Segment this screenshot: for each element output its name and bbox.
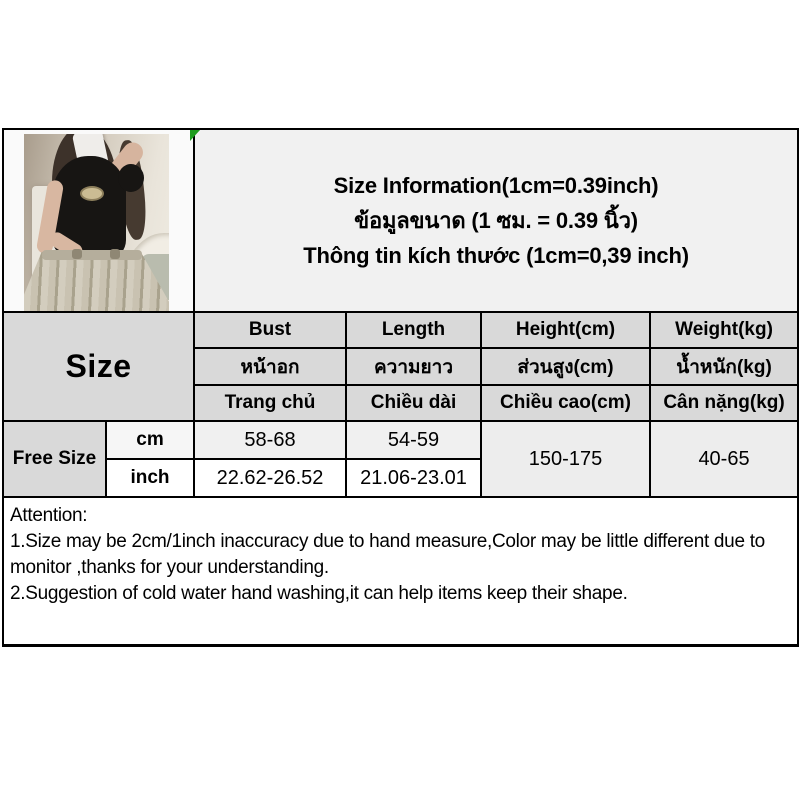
skirt-buckle (110, 249, 120, 259)
col-header-height-vi: Chiều cao(cm) (480, 384, 651, 422)
attention-heading: Attention: (10, 505, 88, 526)
col-header-bust-en: Bust (193, 311, 347, 349)
col-header-bust-vi: Trang chủ (193, 384, 347, 422)
length-cm-value: 54-59 (345, 420, 482, 460)
col-header-height-en: Height(cm) (480, 311, 651, 349)
size-table: Size Information(1cm=0.39inch) ข้อมูลขนา… (1, 128, 800, 647)
top-logo-badge (80, 186, 104, 201)
height-range-value: 150-175 (480, 420, 651, 498)
col-header-weight-vi: Cân nặng(kg) (648, 384, 800, 422)
unit-label-inch: inch (105, 458, 195, 498)
size-info-sheet: Size Information(1cm=0.39inch) ข้อมูลขนา… (1, 128, 800, 647)
col-header-height-th: ส่วนสูง(cm) (480, 347, 651, 386)
attention-note-1: 1.Size may be 2cm/1inch inaccuracy due t… (10, 531, 765, 578)
size-corner-label: Size (2, 311, 195, 422)
row-label-free-size: Free Size (2, 420, 107, 498)
model-pleated-skirt (24, 252, 169, 310)
title-cell: Size Information(1cm=0.39inch) ข้อมูลขนา… (192, 128, 800, 313)
title-vietnamese: Thông tin kích thước (1cm=0,39 inch) (303, 243, 689, 268)
bust-cm-value: 58-68 (193, 420, 347, 460)
product-photo (24, 134, 169, 310)
attention-cell: Attention: 1.Size may be 2cm/1inch inacc… (1, 496, 800, 646)
title-english: Size Information(1cm=0.39inch) (333, 173, 659, 198)
product-photo-cell (2, 128, 195, 313)
green-corner-marker (190, 130, 200, 141)
bust-inch-value: 22.62-26.52 (193, 458, 347, 498)
col-header-length-en: Length (345, 311, 482, 349)
col-header-length-vi: Chiều dài (345, 384, 482, 422)
col-header-weight-th: น้ำหนัก(kg) (648, 347, 800, 386)
attention-note-2: 2.Suggestion of cold water hand washing,… (10, 583, 628, 604)
weight-range-value: 40-65 (648, 420, 800, 498)
col-header-bust-th: หน้าอก (193, 347, 347, 386)
col-header-weight-en: Weight(kg) (648, 311, 800, 349)
skirt-buckle (72, 249, 82, 259)
length-inch-value: 21.06-23.01 (345, 458, 482, 498)
unit-label-cm: cm (105, 420, 195, 460)
title-thai: ข้อมูลขนาด (1 ซม. = 0.39 นิ้ว) (354, 208, 638, 233)
model-cap-sleeve (118, 164, 144, 192)
skirt-waistband (42, 250, 142, 260)
col-header-length-th: ความยาว (345, 347, 482, 386)
